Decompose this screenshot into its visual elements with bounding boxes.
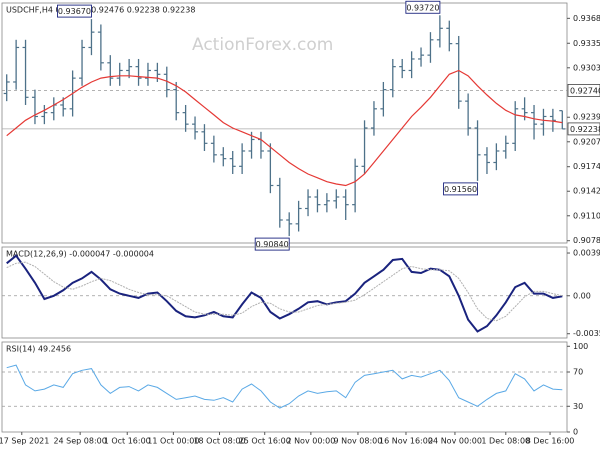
x-tick-label: 18 Oct 08:00 — [193, 437, 245, 446]
pane-title: MACD(12,26,9) -0.000047 -0.000004 — [6, 250, 154, 259]
annotation-box — [405, 0, 441, 14]
x-tick-label: 1 Oct 16:00 — [104, 437, 151, 446]
annotation-label: 0.91560 — [444, 185, 477, 194]
level-label-box — [567, 84, 600, 97]
level-label: 0.92238 — [570, 125, 600, 134]
y-tick-label: 0.93355 — [573, 39, 600, 48]
series-line — [6, 69, 563, 187]
y-tick-label: 0.003944 — [573, 249, 600, 258]
y-tick-label: 100 — [573, 342, 588, 351]
x-tick-label: 24 Sep 08:00 — [53, 437, 106, 446]
y-tick-label: -0.003506 — [573, 329, 600, 338]
annotation-label: 0.93670 — [58, 7, 91, 16]
pane-border — [1, 341, 568, 433]
series-line — [6, 254, 563, 333]
x-tick-label: 2 Nov 00:00 — [286, 437, 335, 446]
pane-title: RSI(14) 49.2456 — [6, 345, 71, 354]
annotation-label: 0.90840 — [256, 240, 289, 249]
x-tick-label: 16 Nov 16:00 — [379, 437, 433, 446]
pane-title: USDCHF,H4 0.92476 0.92476 0.92238 0.9223… — [6, 6, 195, 15]
y-tick-label: 0.91105 — [573, 211, 600, 220]
annotation-label: 0.93720 — [406, 3, 439, 12]
y-tick-label: 0 — [573, 428, 578, 437]
level-label: 0.92740 — [570, 86, 600, 95]
x-tick-label: 1 Dec 08:00 — [481, 437, 530, 446]
level-label-box — [567, 122, 600, 136]
x-tick-label: 24 Nov 00:00 — [428, 437, 482, 446]
watermark: ActionForex.com — [192, 35, 333, 55]
annotation-box — [443, 182, 478, 196]
x-tick-label: 8 Dec 16:00 — [526, 437, 575, 446]
pane-border — [1, 246, 568, 339]
x-tick-label: 9 Nov 08:00 — [334, 437, 383, 446]
x-tick-label: 25 Oct 16:00 — [239, 437, 291, 446]
series-line — [6, 364, 563, 409]
y-tick-label: 0.93035 — [573, 63, 600, 72]
x-tick-label: 17 Sep 2021 — [0, 437, 49, 446]
y-tick-label: 30 — [573, 402, 583, 411]
y-tick-label: 0.91745 — [573, 162, 600, 171]
y-tick-label: 0.91425 — [573, 187, 600, 196]
annotation-box — [57, 4, 92, 18]
x-tick-label: 11 Oct 00:00 — [147, 437, 199, 446]
series-line — [6, 261, 563, 322]
y-tick-label: 70 — [573, 368, 583, 377]
y-tick-label: 0.00 — [573, 291, 591, 300]
